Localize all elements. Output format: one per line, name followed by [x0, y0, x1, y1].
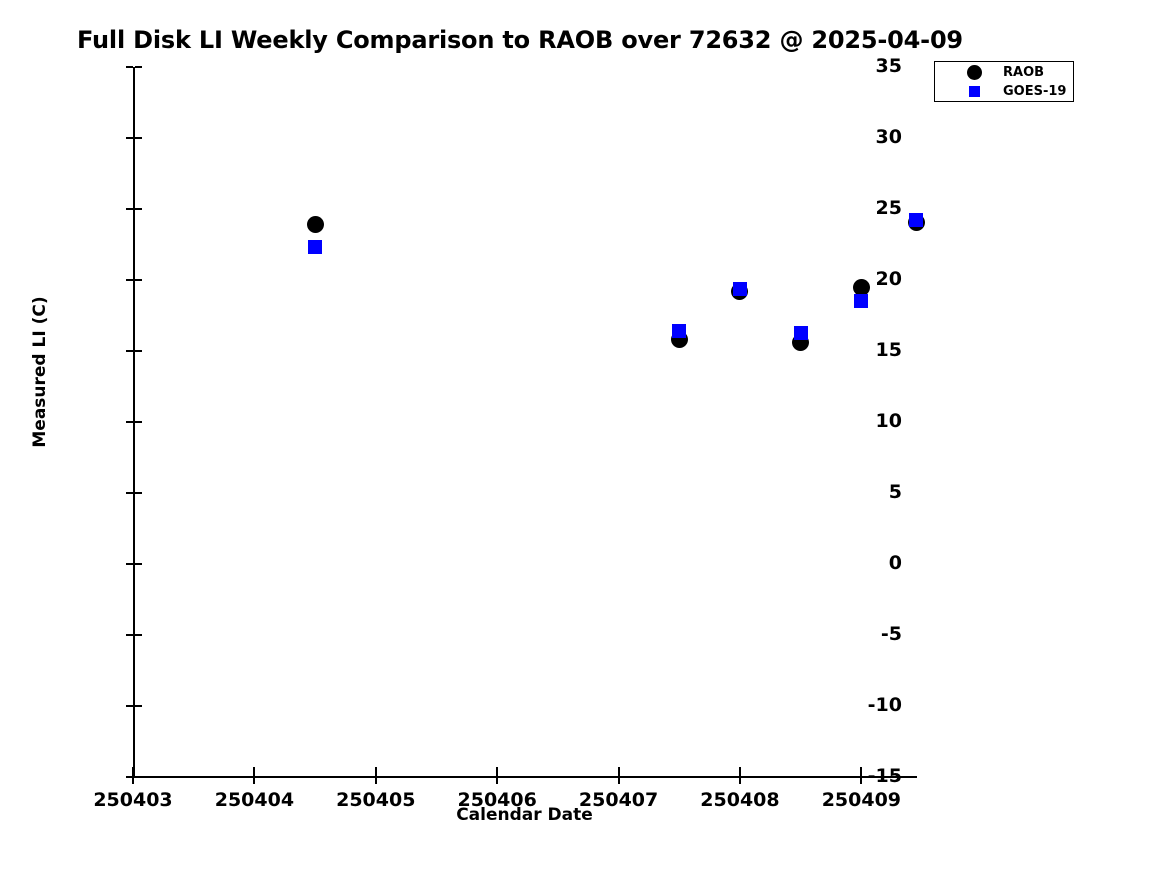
- y-tick-mark: [126, 705, 133, 707]
- data-point-goes-19: [308, 240, 323, 255]
- y-tick-mark-inner: [135, 634, 142, 636]
- y-tick-label: 5: [888, 481, 902, 503]
- chart-title: Full Disk LI Weekly Comparison to RAOB o…: [77, 26, 963, 54]
- data-point-goes-19: [793, 325, 808, 340]
- x-tick-mark-inner: [132, 767, 134, 776]
- y-tick-mark: [126, 776, 133, 778]
- plot-area: 35 30 25 20 15 10 5 0 -5 -10 -15 250403 250404 25040…: [93, 57, 925, 810]
- legend-item-goes-19: GOES-19: [935, 82, 1075, 101]
- y-tick-mark-inner: [135, 705, 142, 707]
- y-tick-mark: [126, 350, 133, 352]
- x-tick-mark-inner: [374, 767, 377, 776]
- x-tick-mark: [860, 776, 863, 784]
- legend-square-icon: [965, 82, 983, 101]
- x-tick-label: 250409: [821, 789, 902, 811]
- x-axis-label: Calendar Date: [456, 805, 593, 825]
- y-tick-mark-inner: [135, 350, 142, 352]
- y-axis-line: [133, 67, 135, 778]
- x-tick-mark: [132, 776, 134, 784]
- x-tick-label: 250405: [336, 789, 416, 811]
- x-tick-label: 250404: [214, 789, 295, 811]
- y-tick-mark: [126, 66, 133, 68]
- y-tick-label: -10: [867, 694, 902, 716]
- chart-legend: RAOB GOES-19: [934, 61, 1074, 102]
- y-tick-mark-inner: [135, 208, 142, 210]
- data-point-raob: [852, 278, 870, 296]
- x-tick-label: 250408: [700, 789, 780, 811]
- x-tick-mark-inner: [738, 767, 741, 776]
- y-tick-label: 15: [875, 339, 902, 361]
- y-tick-mark: [126, 634, 133, 636]
- x-tick-mark-inner: [860, 767, 863, 776]
- x-tick-label: 250407: [578, 789, 659, 811]
- x-tick-mark: [496, 776, 499, 784]
- y-tick-label: -15: [867, 765, 902, 787]
- y-tick-mark-inner: [135, 776, 142, 778]
- y-tick-mark: [126, 563, 133, 565]
- legend-circle-icon: [965, 63, 983, 82]
- x-tick-mark: [738, 776, 741, 784]
- legend-item-raob: RAOB: [935, 63, 1075, 82]
- y-tick-mark-inner: [135, 563, 142, 565]
- x-tick-mark: [374, 776, 377, 784]
- y-tick-mark: [126, 279, 133, 281]
- x-tick-label: 250406: [457, 789, 537, 811]
- x-tick-mark-inner: [253, 767, 256, 776]
- data-point-goes-19: [854, 294, 869, 309]
- legend-label: GOES-19: [1003, 84, 1067, 99]
- data-point-goes-19: [732, 282, 747, 297]
- x-tick-mark: [617, 776, 620, 784]
- x-tick-mark: [253, 776, 256, 784]
- data-point-goes-19: [909, 213, 923, 228]
- data-point-goes-19: [672, 324, 687, 339]
- y-tick-mark: [126, 492, 133, 494]
- legend-label: RAOB: [1003, 65, 1045, 80]
- y-tick-label: 25: [875, 197, 902, 219]
- y-tick-label: 10: [875, 410, 902, 432]
- x-tick-label: 250403: [93, 789, 173, 811]
- x-tick-mark-inner: [496, 767, 499, 776]
- y-tick-label: 30: [875, 126, 902, 148]
- y-tick-mark-inner: [135, 421, 142, 423]
- y-tick-label: 0: [888, 552, 902, 574]
- y-tick-mark-inner: [135, 492, 142, 494]
- x-axis-line: [133, 776, 917, 778]
- y-tick-mark-inner: [135, 66, 142, 68]
- y-tick-label: 20: [875, 268, 902, 290]
- y-tick-mark-inner: [135, 137, 142, 139]
- y-tick-label: 35: [875, 55, 902, 77]
- y-tick-mark: [126, 137, 133, 139]
- y-tick-mark: [126, 421, 133, 423]
- y-tick-mark: [126, 208, 133, 210]
- y-tick-mark-inner: [135, 279, 142, 281]
- x-tick-mark-inner: [617, 767, 620, 776]
- data-point-raob: [306, 216, 324, 234]
- y-tick-label: -5: [880, 623, 902, 645]
- y-axis-label: Measured LI (C): [30, 296, 50, 448]
